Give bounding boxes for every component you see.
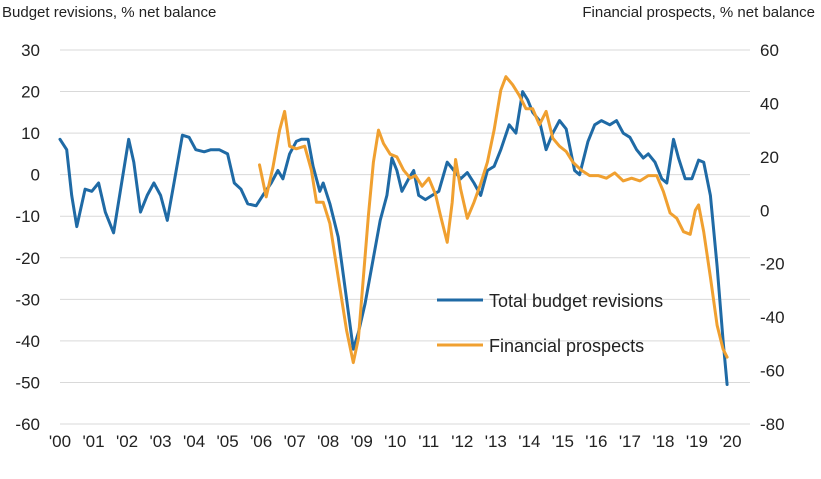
x-tick-label: '00 xyxy=(49,432,71,451)
left-axis-title: Budget revisions, % net balance xyxy=(2,4,217,21)
left-axis-ticks: 30 20 10 0 -10 -20 -30 -40 -50 -60 xyxy=(15,41,40,434)
left-tick-label: -30 xyxy=(15,290,40,309)
right-tick-label: 40 xyxy=(760,94,779,113)
left-tick-label: -50 xyxy=(15,373,40,392)
x-tick-label: '15 xyxy=(552,432,574,451)
right-tick-label: -60 xyxy=(760,362,785,381)
left-tick-label: 20 xyxy=(21,83,40,102)
right-tick-label: 0 xyxy=(760,201,769,220)
left-tick-label: -40 xyxy=(15,332,40,351)
x-tick-label: '13 xyxy=(485,432,507,451)
x-tick-label: '04 xyxy=(183,432,205,451)
right-tick-label: -20 xyxy=(760,255,785,274)
x-tick-label: '18 xyxy=(652,432,674,451)
right-axis-title: Financial prospects, % net balance xyxy=(582,4,815,21)
x-tick-label: '07 xyxy=(284,432,306,451)
series-line-total-budget-revisions xyxy=(58,90,729,386)
x-tick-label: '09 xyxy=(351,432,373,451)
right-axis-ticks: 60 40 20 0 -20 -40 -60 -80 xyxy=(760,41,785,434)
x-tick-label: '01 xyxy=(82,432,104,451)
x-tick-label: '08 xyxy=(317,432,339,451)
x-tick-label: '12 xyxy=(451,432,473,451)
series-lines xyxy=(58,75,729,386)
legend-label-financial-prospects: Financial prospects xyxy=(489,336,644,356)
x-axis-ticks: '00 '01 '02 '03 '04 '05 '06 '07 '08 '09 '10 '11 '12 '… xyxy=(49,432,742,451)
x-tick-label: '19 xyxy=(686,432,708,451)
x-tick-label: '11 xyxy=(418,432,439,451)
x-tick-label: '16 xyxy=(585,432,607,451)
x-tick-label: '03 xyxy=(149,432,171,451)
x-tick-label: '10 xyxy=(384,432,406,451)
right-tick-label: 20 xyxy=(760,148,779,167)
x-tick-label: '05 xyxy=(217,432,239,451)
x-tick-label: '02 xyxy=(116,432,138,451)
left-tick-label: -60 xyxy=(15,415,40,434)
left-tick-label: 30 xyxy=(21,41,40,60)
x-tick-label: '14 xyxy=(518,432,540,451)
right-tick-label: -80 xyxy=(760,415,785,434)
x-tick-label: '20 xyxy=(719,432,741,451)
gridlines xyxy=(60,49,750,425)
legend-label-total-budget-revisions: Total budget revisions xyxy=(489,291,663,311)
series-line-financial-prospects xyxy=(258,75,729,365)
right-tick-label: -40 xyxy=(760,308,785,327)
left-tick-label: 10 xyxy=(21,124,40,143)
right-tick-label: 60 xyxy=(760,41,779,60)
left-tick-label: -10 xyxy=(15,207,40,226)
legend: Total budget revisions Financial prospec… xyxy=(437,291,663,356)
left-tick-label: -20 xyxy=(15,249,40,268)
x-tick-label: '17 xyxy=(619,432,641,451)
left-tick-label: 0 xyxy=(31,166,40,185)
x-tick-label: '06 xyxy=(250,432,272,451)
